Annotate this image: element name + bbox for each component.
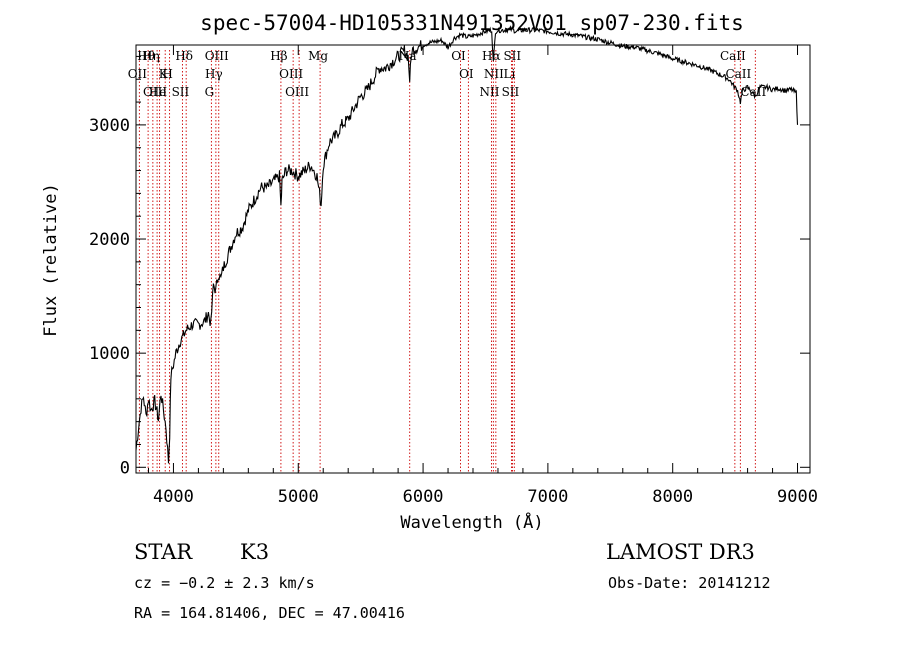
line-label-oi: OI xyxy=(451,49,466,63)
y-tick-label: 3000 xyxy=(89,116,130,136)
line-label-caii: CaII xyxy=(720,49,746,63)
line-label-hγ: Hγ xyxy=(205,67,223,81)
line-label-sii: SII xyxy=(502,85,520,99)
plot-frame xyxy=(135,44,811,474)
x-tick-label: 4000 xyxy=(153,487,194,507)
x-tick-label: 7000 xyxy=(527,487,568,507)
line-label-caii: CaII xyxy=(725,67,751,81)
y-tick-label: 2000 xyxy=(89,230,130,250)
x-tick-label: 9000 xyxy=(777,487,818,507)
line-label-nii: NII xyxy=(479,85,499,99)
spectrum-chart: spec-57004-HD105331N491352V01_sp07-230.f… xyxy=(41,11,818,533)
line-label-hδ: Hδ xyxy=(175,49,193,63)
line-label-sii: SII xyxy=(503,49,521,63)
line-label-hθ: Hθ xyxy=(137,49,155,63)
line-label-sii: SII xyxy=(172,85,190,99)
line-label-oiii: OIII xyxy=(285,85,309,99)
y-axis-label: Flux (relative) xyxy=(41,183,61,337)
line-label-g: G xyxy=(205,85,215,99)
line-label-oiii: OIII xyxy=(279,67,303,81)
spectral-subclass: K3 xyxy=(240,540,270,564)
y-tick-label: 1000 xyxy=(89,344,130,364)
survey-name: LAMOST DR3 xyxy=(606,540,755,564)
x-tick-label: 8000 xyxy=(652,487,693,507)
chart-title: spec-57004-HD105331N491352V01_sp07-230.f… xyxy=(200,11,744,35)
line-label-k: K xyxy=(159,67,169,81)
redshift-velocity: cz = −0.2 ± 2.3 km/s xyxy=(134,574,315,592)
y-tick-label: 0 xyxy=(120,458,130,478)
line-label-nii: NII xyxy=(484,67,504,81)
observation-date: Obs-Date: 20141212 xyxy=(608,574,771,592)
spectral-line-labels: Hθ OII OIII KH He Hη Hδ SII OIII Hγ G Hβ OIII OIII Mg N… xyxy=(128,49,767,99)
line-label-oiii: OIII xyxy=(205,49,229,63)
line-label-mg: Mg xyxy=(308,49,328,63)
x-axis-ticks: 4000 5000 6000 7000 8000 9000 xyxy=(147,45,818,507)
y-axis-ticks: 0 1000 2000 3000 xyxy=(89,55,810,478)
line-label-h: H xyxy=(162,67,172,81)
line-label-oi: OI xyxy=(459,67,474,81)
spectrum-series-line xyxy=(135,25,799,464)
sky-coordinates: RA = 164.81406, DEC = 47.00416 xyxy=(134,604,405,622)
x-axis-label: Wavelength (Å) xyxy=(400,511,543,533)
x-tick-label: 6000 xyxy=(403,487,444,507)
line-label-oii: OII xyxy=(128,67,148,81)
line-label-he: He xyxy=(149,85,167,99)
line-label-li: Li xyxy=(504,67,516,81)
x-tick-label: 5000 xyxy=(278,487,319,507)
spectral-line-markers xyxy=(138,50,756,473)
line-label-hα: Hα xyxy=(482,49,501,63)
line-label-hη: Hη xyxy=(142,49,160,63)
line-label-oiii: OIII xyxy=(143,85,167,99)
line-label-hβ: Hβ xyxy=(270,49,287,63)
object-class: STAR xyxy=(134,540,193,564)
